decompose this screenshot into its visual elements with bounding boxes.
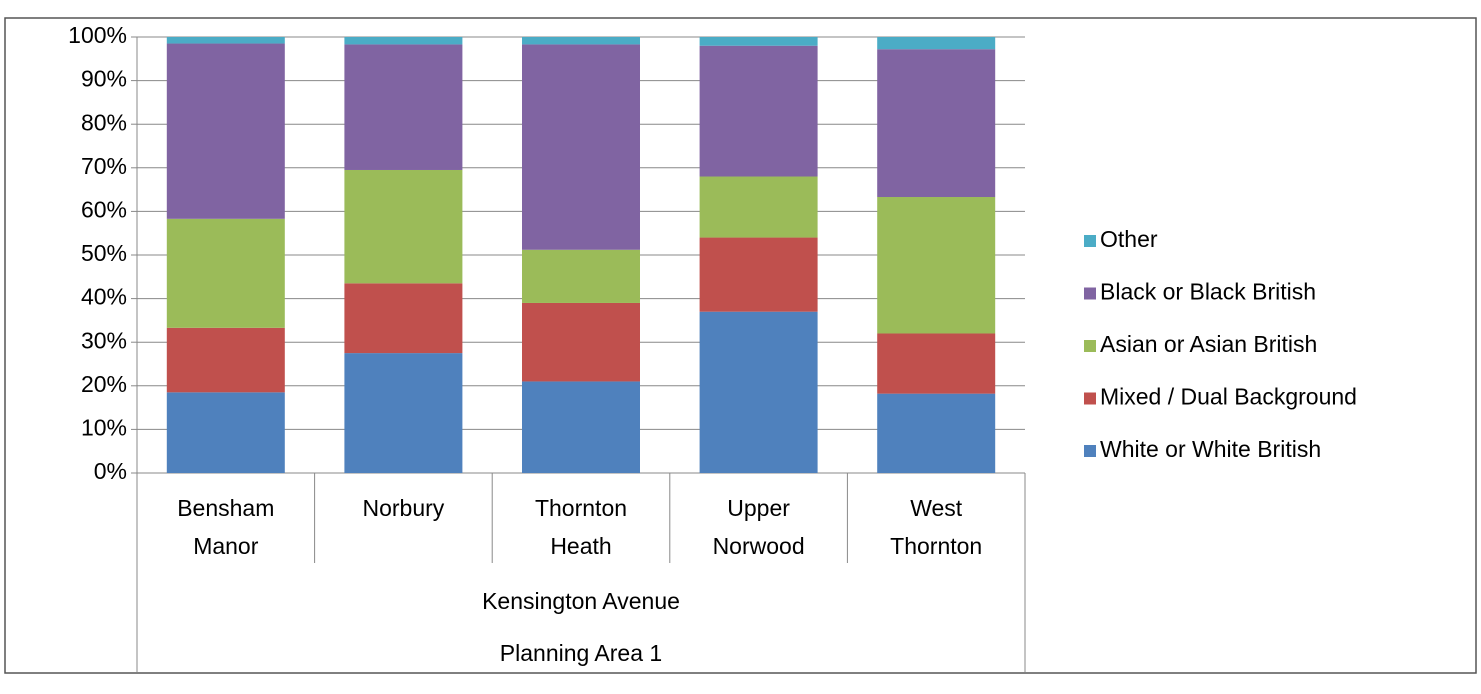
x-tick-label: Norbury xyxy=(362,495,444,521)
legend-label: Asian or Asian British xyxy=(1100,331,1317,357)
y-tick-label: 90% xyxy=(81,66,127,92)
group-label: Kensington Avenue xyxy=(482,588,680,614)
y-tick-label: 0% xyxy=(94,458,127,484)
group-label: Planning Area 1 xyxy=(500,640,662,666)
y-tick-label: 60% xyxy=(81,196,127,222)
bar-segment xyxy=(344,44,463,170)
legend-swatch xyxy=(1084,340,1096,352)
y-tick-label: 20% xyxy=(81,371,127,397)
y-tick-label: 40% xyxy=(81,284,127,310)
y-tick-label: 80% xyxy=(81,109,127,135)
bar-segment xyxy=(166,43,285,219)
bar-segment xyxy=(877,197,996,334)
y-tick-label: 10% xyxy=(81,414,127,440)
bar-segment xyxy=(344,37,463,45)
bar-segment xyxy=(877,49,996,198)
x-tick-label: Bensham Manor xyxy=(177,495,274,559)
legend-swatch xyxy=(1084,235,1096,247)
bar-segment xyxy=(166,327,285,393)
legend-swatch xyxy=(1084,392,1096,405)
bar-segment xyxy=(522,37,640,45)
legend-label: Other xyxy=(1100,226,1158,252)
bar-segment xyxy=(699,237,818,312)
bar-segment xyxy=(522,302,640,382)
bar-segment xyxy=(699,37,818,46)
legend-swatch xyxy=(1084,445,1096,457)
bar-segment xyxy=(877,37,996,50)
bar-segment xyxy=(699,311,818,473)
bar-segment xyxy=(522,249,640,303)
bar-segment xyxy=(877,393,996,473)
x-tick-label: Thornton Heath xyxy=(535,495,627,559)
bar-segment xyxy=(522,381,640,473)
legend-swatch xyxy=(1084,287,1096,300)
y-tick-label: 30% xyxy=(81,327,127,353)
legend-label: Black or Black British xyxy=(1100,279,1316,305)
bar-segment xyxy=(166,392,285,473)
bar-segment xyxy=(344,283,463,354)
bar-segment xyxy=(699,176,818,238)
y-tick-label: 50% xyxy=(81,240,127,266)
bar-segment xyxy=(166,218,285,328)
bar-segment xyxy=(344,353,463,473)
y-tick-label: 70% xyxy=(81,153,127,179)
bar-segment xyxy=(877,333,996,394)
bar-segment xyxy=(699,45,818,177)
legend-label: Mixed / Dual Background xyxy=(1100,384,1357,410)
bar-segment xyxy=(166,37,285,44)
x-tick-label: Upper Norwood xyxy=(713,495,805,559)
bar-segment xyxy=(522,44,640,250)
legend-label: White or White British xyxy=(1100,436,1321,462)
bar-segment xyxy=(344,169,463,284)
y-tick-label: 100% xyxy=(68,22,127,48)
x-tick-label: West Thornton xyxy=(890,495,982,559)
